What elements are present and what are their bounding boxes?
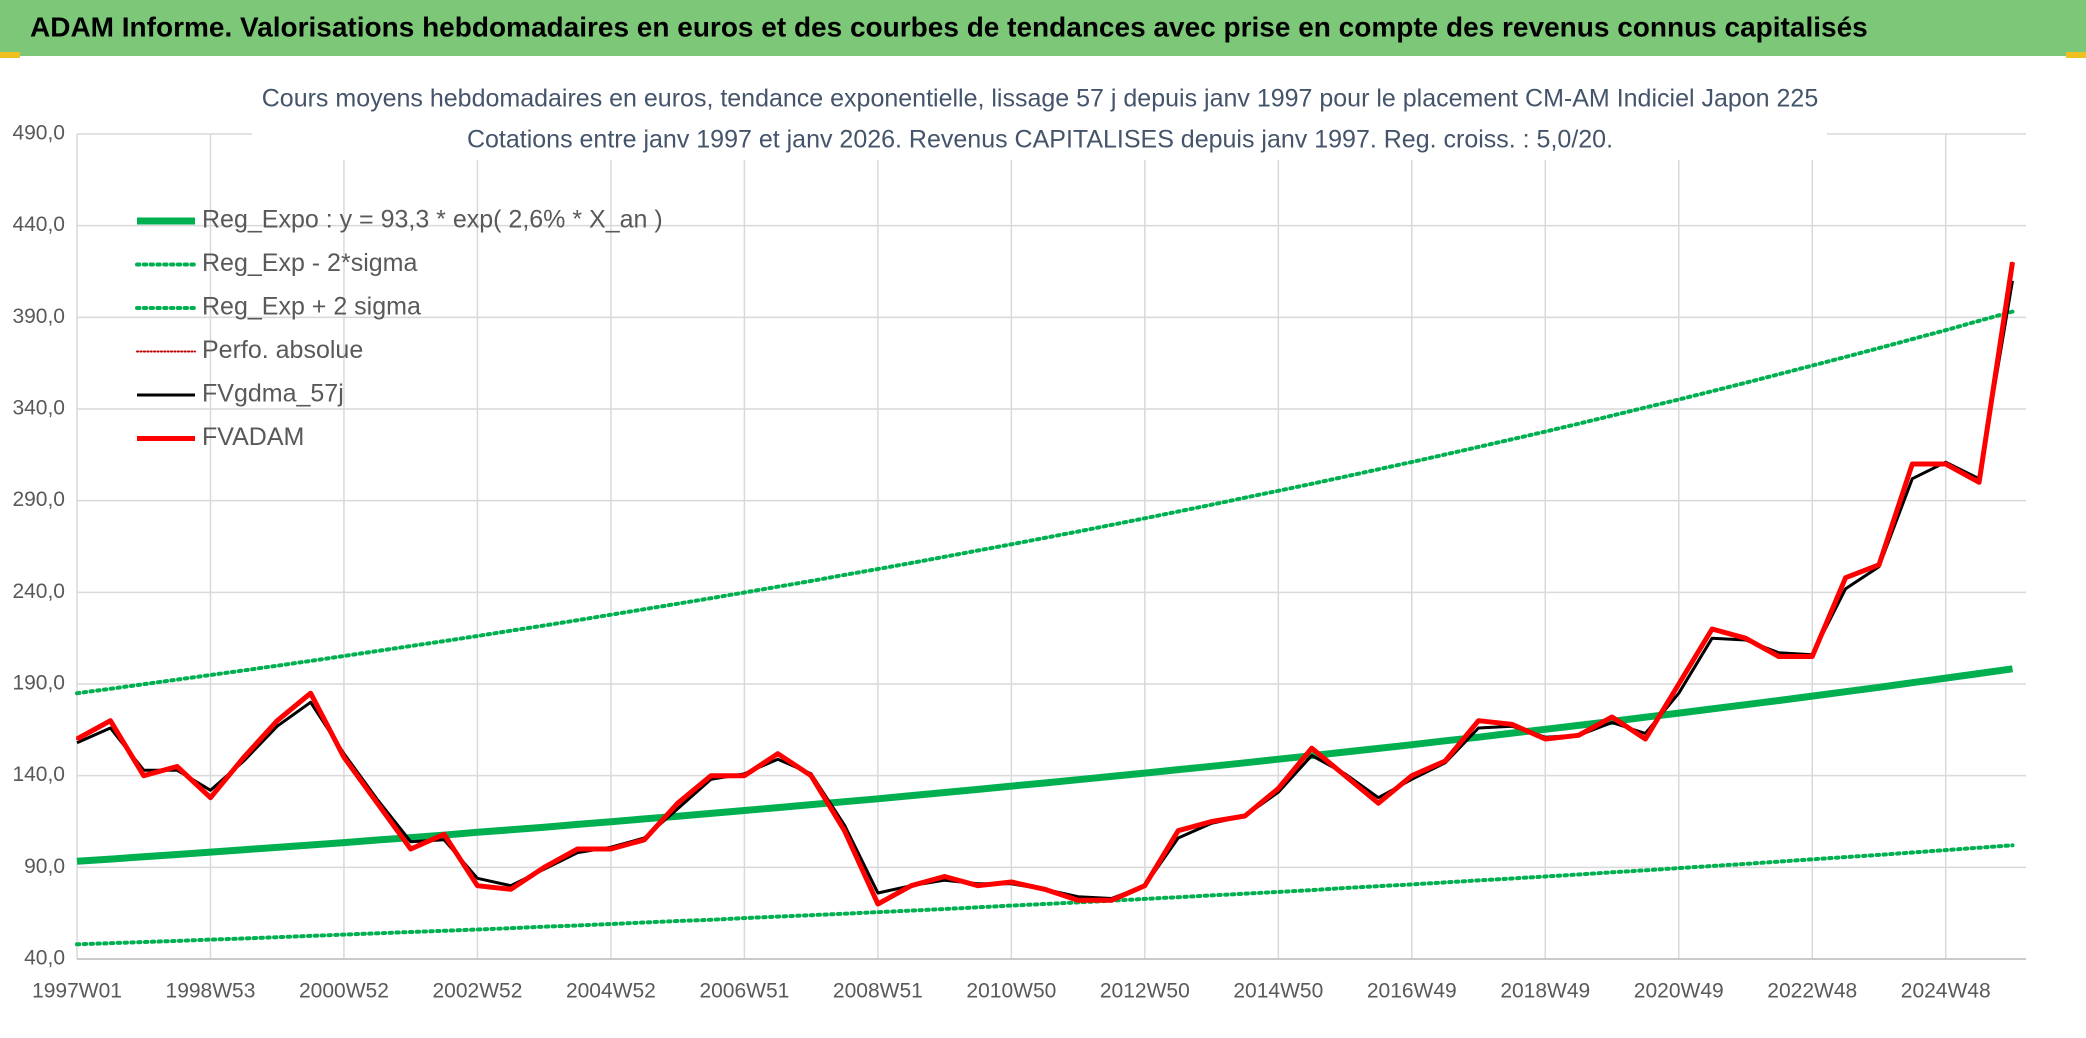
series-line: [75, 261, 2015, 907]
y-tick-label: 440,0: [12, 213, 65, 236]
x-tick-label: 2006W51: [699, 980, 789, 1003]
y-tick-label: 190,0: [12, 672, 65, 695]
legend-label: FVADAM: [202, 423, 304, 451]
x-tick-label: 2004W52: [566, 980, 656, 1003]
legend-label: Reg_Expo : y = 93,3 * exp( 2,6% * X_an ): [202, 206, 663, 234]
x-tick-label: 2018W49: [1500, 980, 1590, 1003]
x-tick-label: 2008W51: [833, 980, 923, 1003]
y-tick-label: 240,0: [12, 580, 65, 603]
x-tick-label: 2002W52: [432, 980, 522, 1003]
series-line: [75, 843, 2015, 947]
x-tick-label: 2024W48: [1901, 980, 1991, 1003]
legend-label: Perfo. absolue: [202, 336, 363, 364]
y-tick-label: 40,0: [24, 947, 65, 970]
x-tick-label: 2014W50: [1233, 980, 1323, 1003]
chart-title: Cours moyens hebdomadaires en euros, ten…: [262, 85, 1819, 113]
x-tick-label: 2000W52: [299, 980, 389, 1003]
y-tick-label: 390,0: [12, 305, 65, 328]
title-bg: [252, 78, 1827, 160]
x-tick-label: 1997W01: [32, 980, 122, 1003]
plot: [75, 261, 2015, 947]
x-tick-label: 2012W50: [1100, 980, 1190, 1003]
x-tick-label: 2016W49: [1367, 980, 1457, 1003]
x-tick-label: 2020W49: [1634, 980, 1724, 1003]
series-line: [76, 665, 2013, 865]
series-line: [75, 309, 2015, 696]
y-tick-label: 290,0: [12, 488, 65, 511]
legend: Reg_Expo : y = 93,3 * exp( 2,6% * X_an )…: [135, 206, 663, 451]
x-tick-label: 2010W50: [966, 980, 1056, 1003]
y-tick-label: 490,0: [12, 122, 65, 145]
legend-label: Reg_Exp - 2*sigma: [202, 249, 417, 277]
x-tick-label: 2022W48: [1767, 980, 1857, 1003]
y-tick-label: 340,0: [12, 397, 65, 420]
corner: [0, 52, 20, 58]
corner: [2066, 52, 2086, 58]
chart-subtitle: Cotations entre janv 1997 et janv 2026. …: [467, 126, 1613, 154]
legend-label: FVgdma_57j: [202, 380, 344, 408]
y-tick-label: 90,0: [24, 855, 65, 878]
legend-label: Reg_Exp + 2 sigma: [202, 293, 421, 321]
y-tick-label: 140,0: [12, 763, 65, 786]
x-tick-label: 1998W53: [166, 980, 256, 1003]
page-title: ADAM Informe. Valorisations hebdomadaire…: [30, 11, 1868, 42]
title-bar: [0, 0, 2086, 56]
